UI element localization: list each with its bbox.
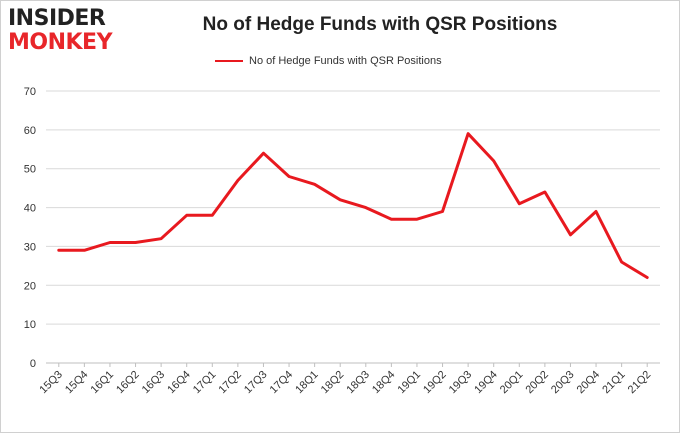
data-point [57, 249, 60, 252]
y-tick-label: 0 [30, 358, 36, 370]
data-point [185, 214, 188, 217]
x-tick-label: 18Q2 [319, 369, 347, 397]
x-tick-label: 20Q3 [549, 369, 577, 397]
x-tick-label: 19Q3 [447, 369, 475, 397]
legend-label: No of Hedge Funds with QSR Positions [249, 55, 442, 67]
x-tick-label: 17Q3 [242, 369, 270, 397]
x-tick-label: 20Q2 [523, 369, 551, 397]
data-point [159, 237, 163, 240]
chart-legend: No of Hedge Funds with QSR Positions [215, 55, 442, 67]
x-tick-label: 19Q1 [396, 369, 424, 397]
x-tick-label: 21Q1 [600, 369, 628, 397]
x-tick-label: 15Q3 [37, 369, 65, 397]
data-point [262, 151, 265, 155]
data-point [236, 179, 240, 182]
chart-title: No of Hedge Funds with QSR Positions [202, 14, 558, 35]
x-tick-label: 19Q2 [421, 369, 449, 397]
x-tick-label: 16Q2 [114, 369, 142, 397]
y-tick-label: 60 [24, 125, 36, 137]
data-point [313, 183, 316, 186]
data-point [415, 218, 419, 221]
data-point [108, 241, 112, 244]
data-point [390, 218, 393, 221]
x-tick-label: 18Q1 [293, 369, 321, 397]
x-tick-label: 17Q2 [216, 369, 244, 397]
x-tick-label: 18Q4 [370, 369, 398, 397]
legend-swatch [215, 60, 243, 62]
data-point [339, 198, 342, 201]
x-tick-label: 17Q1 [191, 369, 219, 397]
data-point [83, 249, 86, 252]
x-tick-label: 16Q4 [165, 369, 193, 397]
x-tick-label: 20Q1 [498, 369, 526, 397]
x-tick-label: 15Q4 [63, 369, 91, 397]
data-point [211, 214, 214, 217]
insider-monkey-logo: INSIDER MONKEY [8, 8, 130, 54]
y-tick-label: 40 [24, 203, 36, 215]
data-point [441, 210, 444, 213]
data-point [646, 276, 649, 279]
data-point [287, 175, 291, 178]
data-point [518, 202, 521, 205]
x-tick-label: 17Q4 [268, 369, 296, 397]
series-line [57, 132, 649, 279]
y-tick-label: 20 [24, 280, 36, 292]
logo-text-bottom: MONKEY [8, 30, 113, 55]
y-tick-label: 50 [24, 164, 36, 176]
y-tick-label: 30 [24, 241, 36, 253]
y-tick-label: 10 [24, 319, 36, 331]
data-point [543, 190, 547, 194]
data-point [364, 206, 367, 209]
x-tick-label: 21Q2 [626, 369, 654, 397]
data-point [134, 241, 137, 244]
x-tick-label: 20Q4 [575, 369, 603, 397]
x-tick-label: 19Q4 [472, 369, 500, 397]
logo-text-top: INSIDER [8, 6, 106, 31]
data-point [569, 233, 572, 236]
data-point [492, 159, 495, 163]
x-tick-label: 16Q1 [89, 369, 117, 397]
data-point [620, 260, 623, 264]
data-point [594, 210, 598, 213]
x-tick-label: 18Q3 [344, 369, 372, 397]
x-tick-label: 16Q3 [140, 369, 168, 397]
y-tick-label: 70 [24, 86, 36, 98]
data-point [466, 132, 470, 135]
